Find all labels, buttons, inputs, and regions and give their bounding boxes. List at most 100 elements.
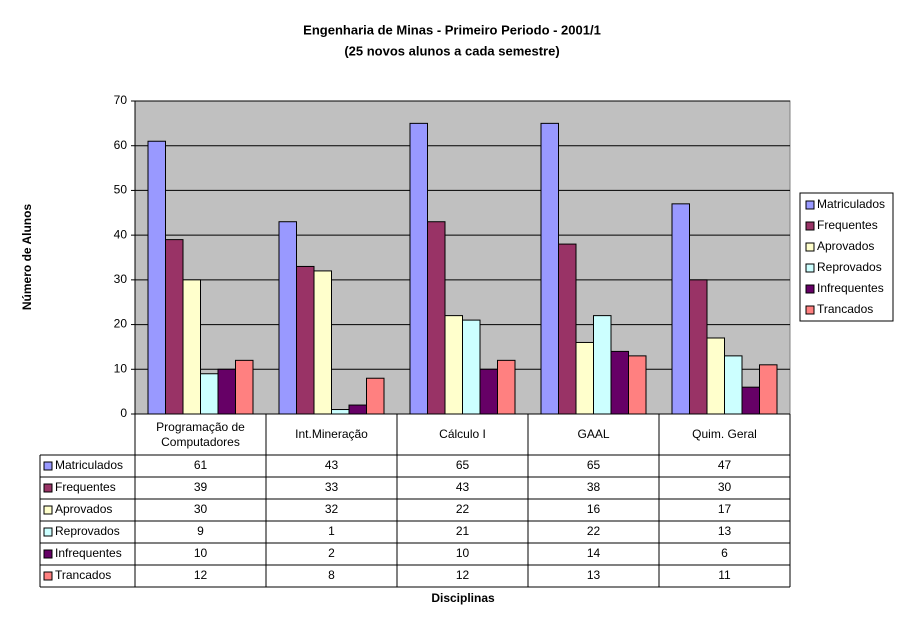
chart-subtitle: (25 novos alunos a cada semestre) — [344, 43, 559, 58]
bar — [182, 279, 201, 415]
table-series-name: Matriculados — [55, 458, 123, 472]
y-tick-label: 70 — [114, 93, 128, 107]
table-value: 30 — [718, 480, 732, 494]
x-tick-label: GAAL — [577, 427, 610, 441]
table-value: 2 — [328, 546, 335, 560]
y-tick-label: 60 — [114, 138, 128, 152]
x-tick-label: Programação de Computadores — [156, 419, 245, 449]
table-value: 43 — [456, 480, 470, 494]
bar — [593, 315, 612, 415]
table-value: 13 — [587, 568, 601, 582]
table-value: 11 — [718, 568, 731, 582]
legend-key — [805, 263, 815, 273]
legend-box — [799, 192, 894, 322]
bar — [313, 270, 332, 415]
legend-label: Aprovados — [817, 239, 874, 253]
y-tick-label: 40 — [114, 227, 128, 241]
table-key — [43, 571, 53, 581]
bar — [331, 409, 350, 415]
table-series-name: Frequentes — [55, 480, 116, 494]
table-value: 43 — [325, 458, 339, 472]
y-tick-label: 10 — [114, 361, 128, 375]
legend-label: Trancados — [817, 302, 873, 316]
table-value: 10 — [194, 546, 208, 560]
table-series-name: Infrequentes — [55, 546, 122, 560]
table-value: 61 — [194, 458, 208, 472]
table-value: 21 — [456, 524, 470, 538]
table-value: 9 — [197, 524, 204, 538]
legend-key — [805, 305, 815, 315]
table-value: 8 — [328, 568, 335, 582]
bar — [497, 359, 516, 415]
legend-label: Frequentes — [817, 218, 878, 232]
table-key — [43, 461, 53, 471]
bar — [706, 337, 725, 415]
bar — [479, 368, 498, 415]
bar — [278, 221, 297, 415]
table-value: 22 — [587, 524, 601, 538]
chart-title: Engenharia de Minas - Primeiro Periodo -… — [303, 22, 601, 37]
y-axis-label: Número de Alunos — [20, 204, 34, 311]
table-key — [43, 549, 53, 559]
bar — [759, 364, 778, 415]
table-value: 32 — [325, 502, 339, 516]
table-key — [43, 527, 53, 537]
bar — [462, 319, 481, 415]
x-axis-label: Disciplinas — [431, 591, 495, 605]
table-series-name: Trancados — [55, 568, 111, 582]
y-tick-label: 0 — [120, 406, 127, 420]
table-value: 16 — [587, 502, 601, 516]
legend-key — [805, 284, 815, 294]
table-value: 17 — [718, 502, 732, 516]
legend-label: Matriculados — [817, 197, 885, 211]
table-value: 65 — [456, 458, 470, 472]
category-cell: Int.Mineração — [295, 427, 368, 441]
bar — [540, 122, 559, 415]
bar — [427, 221, 446, 415]
table-key — [43, 483, 53, 493]
table-series-name: Reprovados — [55, 524, 120, 538]
table-value: 47 — [718, 458, 732, 472]
table-value: 6 — [721, 546, 728, 560]
bar — [610, 350, 629, 415]
bar — [147, 140, 166, 415]
category-cell: GAAL — [577, 427, 610, 441]
bar — [296, 265, 315, 415]
table-value: 12 — [194, 568, 208, 582]
category-cell: Quim. Geral — [692, 427, 757, 441]
category-cell: Programação de Computadores — [156, 419, 245, 449]
table-value: 14 — [587, 546, 601, 560]
legend-key — [805, 242, 815, 252]
table-value: 1 — [328, 524, 335, 538]
table-value: 38 — [587, 480, 601, 494]
table-series-name: Aprovados — [55, 502, 112, 516]
bar — [628, 355, 647, 415]
table-value: 12 — [456, 568, 470, 582]
bar — [165, 239, 184, 415]
legend-label: Reprovados — [817, 260, 882, 274]
x-tick-label: Cálculo I — [439, 427, 486, 441]
x-tick-label: Quim. Geral — [692, 427, 757, 441]
category-cell: Cálculo I — [439, 427, 486, 441]
legend-label: Infrequentes — [817, 281, 884, 295]
legend-key — [805, 221, 815, 231]
y-tick-label: 50 — [114, 183, 128, 197]
legend-key — [805, 200, 815, 210]
bar — [409, 122, 428, 415]
bar — [724, 355, 743, 415]
table-value: 33 — [325, 480, 339, 494]
table-value: 30 — [194, 502, 208, 516]
bar — [689, 279, 708, 415]
bar — [671, 203, 690, 415]
bar — [200, 373, 219, 415]
table-value: 65 — [587, 458, 601, 472]
y-tick-label: 20 — [114, 317, 128, 331]
bar — [741, 386, 760, 415]
bar — [348, 404, 367, 415]
bar — [558, 243, 577, 415]
table-value: 13 — [718, 524, 732, 538]
bar — [444, 315, 463, 415]
x-tick-label: Int.Mineração — [295, 427, 368, 441]
bar — [366, 377, 385, 415]
